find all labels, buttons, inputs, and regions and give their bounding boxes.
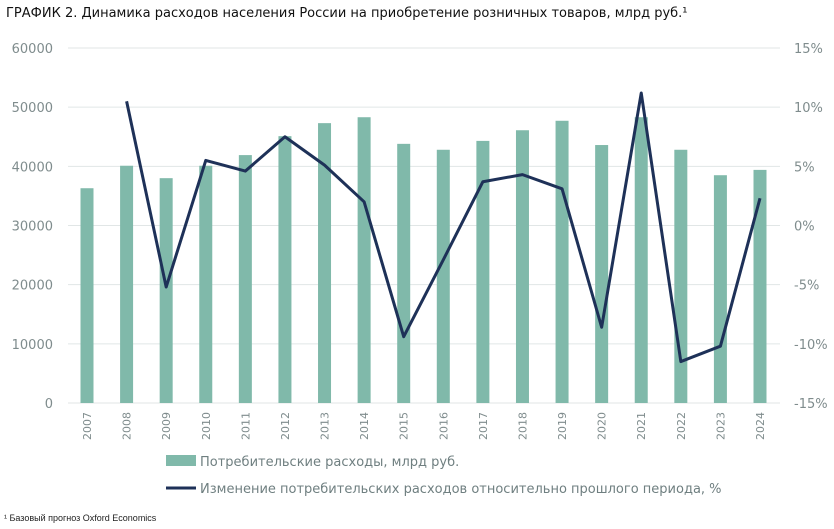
x-tick-label: 2023: [714, 412, 727, 440]
left-tick-label: 20000: [12, 279, 53, 294]
x-tick-label: 2009: [160, 412, 173, 440]
bar: [199, 165, 213, 403]
bar: [238, 155, 252, 403]
bar: [555, 120, 569, 404]
x-tick-label: 2014: [358, 412, 371, 440]
bar: [80, 188, 94, 403]
right-tick-label: -5%: [794, 279, 819, 294]
left-tick-label: 10000: [12, 338, 53, 353]
x-tick-label: 2017: [477, 412, 490, 440]
bar: [476, 140, 490, 403]
x-tick-label: 2010: [200, 412, 213, 440]
bar: [515, 130, 529, 403]
bar: [278, 136, 292, 404]
bar: [634, 117, 648, 403]
bar: [357, 117, 371, 403]
left-tick-label: 30000: [12, 220, 53, 235]
legend-bar-label: Потребительские расходы, млрд руб.: [200, 455, 459, 470]
right-tick-label: 10%: [794, 101, 823, 116]
right-tick-label: -10%: [794, 338, 828, 353]
right-tick-label: 15%: [794, 42, 823, 57]
x-tick-label: 2007: [81, 412, 94, 440]
bar: [753, 169, 767, 403]
right-tick-label: -15%: [794, 397, 828, 412]
x-tick-label: 2019: [556, 412, 569, 440]
legend-line-label: Изменение потребительских расходов относ…: [200, 482, 722, 497]
x-tick-label: 2012: [279, 412, 292, 440]
bar: [713, 175, 727, 403]
bar: [595, 145, 609, 404]
left-tick-label: 0: [45, 397, 53, 412]
left-tick-label: 60000: [12, 42, 53, 57]
x-tick-label: 2015: [398, 412, 411, 440]
x-tick-label: 2022: [675, 412, 688, 440]
left-tick-label: 40000: [12, 160, 53, 175]
x-tick-label: 2018: [516, 412, 529, 440]
bar: [397, 143, 411, 403]
left-tick-label: 50000: [12, 101, 53, 116]
footnote: ¹ Базовый прогноз Oxford Economics: [4, 513, 157, 523]
right-tick-label: 0%: [794, 220, 815, 235]
bar: [159, 178, 173, 403]
x-tick-label: 2011: [239, 412, 252, 440]
x-tick-label: 2016: [437, 412, 450, 440]
chart-title: ГРАФИК 2. Динамика расходов населения Ро…: [6, 6, 688, 21]
x-tick-label: 2013: [319, 412, 332, 440]
bar: [436, 149, 450, 403]
bar: [318, 123, 332, 404]
legend-bar-swatch: [166, 455, 196, 466]
right-tick-label: 5%: [794, 160, 815, 175]
bar: [674, 149, 688, 403]
x-tick-label: 2020: [596, 412, 609, 440]
x-tick-label: 2008: [121, 412, 134, 440]
x-tick-label: 2021: [635, 412, 648, 440]
x-tick-label: 2024: [754, 412, 767, 440]
bar: [120, 165, 134, 403]
